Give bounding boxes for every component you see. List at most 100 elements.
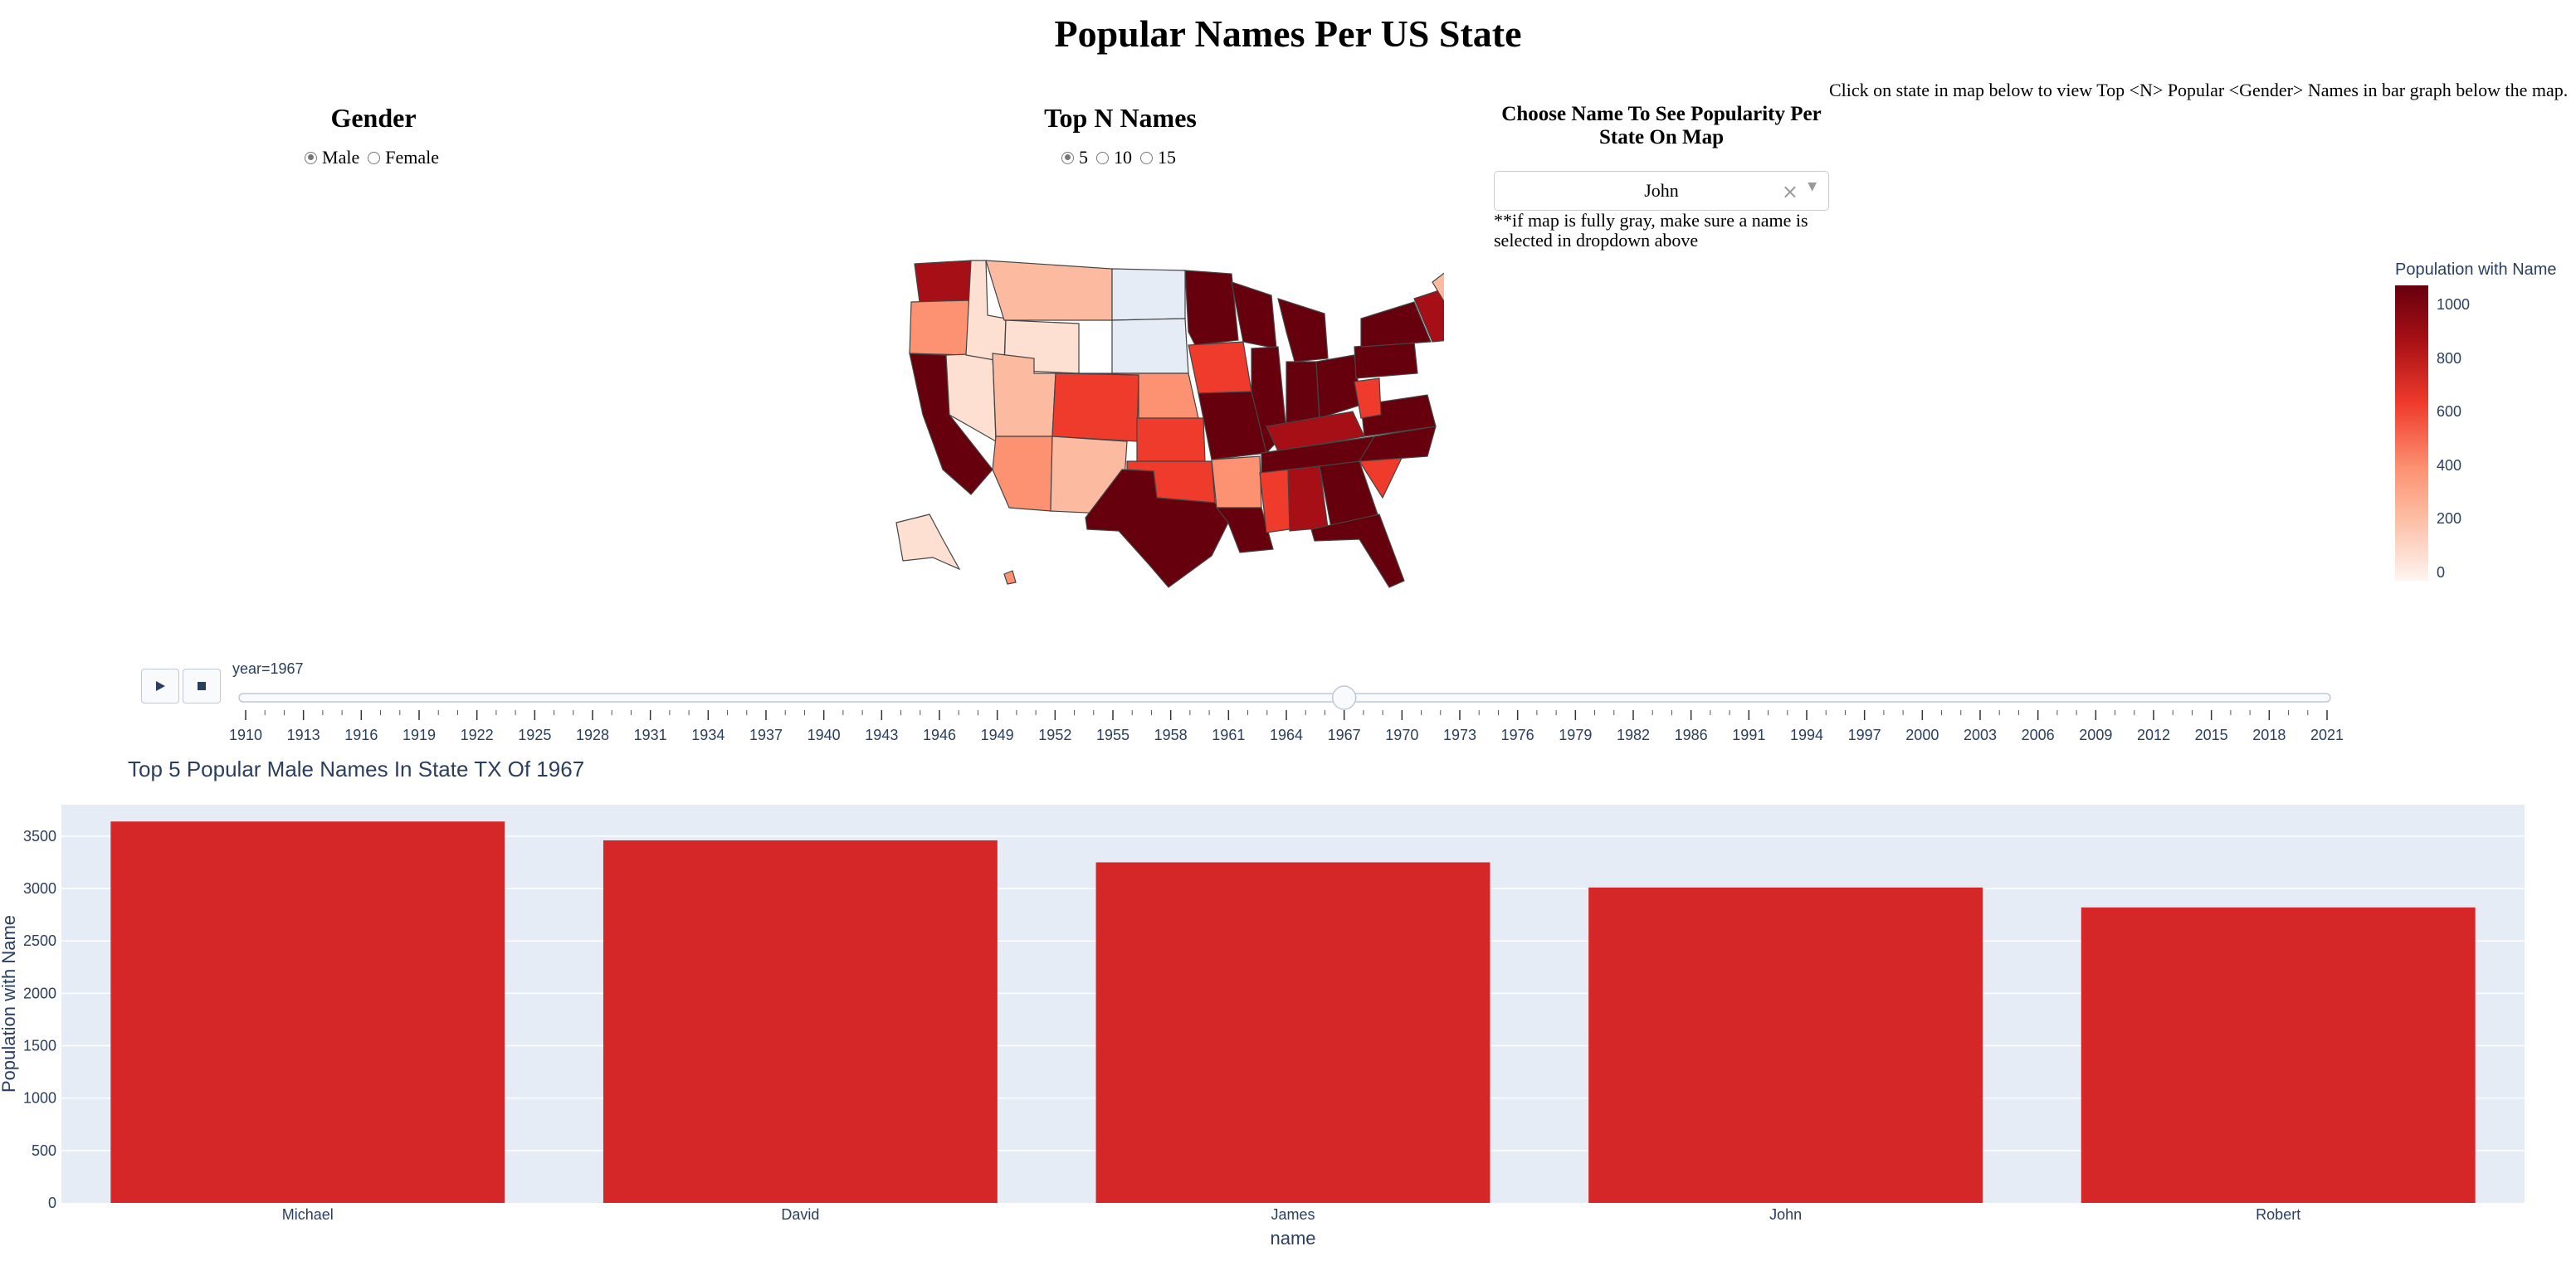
stop-icon: [198, 682, 206, 690]
slider-year-label: 2018: [2252, 727, 2286, 743]
gender-male-label[interactable]: Male: [322, 147, 360, 168]
state-co[interactable]: [1051, 372, 1139, 442]
topn-10-label[interactable]: 10: [1114, 147, 1132, 168]
chevron-down-icon[interactable]: ▼: [1808, 180, 1817, 193]
state-pa[interactable]: [1354, 341, 1418, 379]
slider-year-label: 1973: [1443, 727, 1476, 743]
topn-control: Top N Names 5 10 15: [996, 103, 1245, 168]
state-ks[interactable]: [1136, 417, 1206, 462]
slider-year-label: 1991: [1732, 727, 1765, 743]
state-mt[interactable]: [985, 260, 1113, 321]
x-axis-label: name: [1270, 1228, 1315, 1249]
bar-michael[interactable]: [110, 821, 505, 1203]
slider-year-label: 2021: [2310, 727, 2344, 743]
state-wa[interactable]: [914, 260, 972, 303]
topn-5-label[interactable]: 5: [1079, 147, 1088, 168]
slider-year-label: 2012: [2137, 727, 2170, 743]
slider-year-label: 1946: [923, 727, 956, 743]
map-gray-note: **if map is fully gray, make sure a name…: [1494, 210, 1808, 251]
gender-heading: Gender: [330, 103, 417, 133]
state-ny[interactable]: [1360, 301, 1432, 348]
year-slider[interactable]: 1910 1913 1916 1919 1922 1925 1928 1931 1934 1937…: [224, 682, 2349, 748]
topn-10-radio[interactable]: [1096, 151, 1109, 164]
state-hi[interactable]: [1003, 570, 1017, 585]
x-tick-label: John: [1769, 1206, 1802, 1223]
colorbar-title: Population with Name: [2395, 260, 2557, 279]
state-az[interactable]: [992, 436, 1053, 512]
bar-john[interactable]: [1588, 887, 1983, 1203]
slider-rail[interactable]: [238, 693, 2331, 703]
slider-year-label: 2009: [2079, 727, 2112, 743]
topn-heading: Top N Names: [1044, 103, 1197, 133]
state-ia[interactable]: [1188, 341, 1252, 394]
play-button[interactable]: [141, 669, 179, 704]
slider-year-label: 1928: [576, 727, 609, 743]
y-tick-label: 2000: [23, 985, 56, 1001]
state-ak[interactable]: [895, 514, 961, 571]
state-oh[interactable]: [1315, 354, 1362, 419]
slider-year-label: 1970: [1385, 727, 1418, 743]
x-tick-label: James: [1271, 1206, 1315, 1223]
topn-5-radio[interactable]: [1061, 151, 1074, 164]
state-la[interactable]: [1215, 507, 1274, 553]
x-tick-label: Robert: [2256, 1206, 2300, 1223]
slider-year-label: 2006: [2022, 727, 2055, 743]
y-tick-label: 1500: [23, 1038, 56, 1054]
gender-control: Gender Male Female: [249, 103, 498, 168]
state-ar[interactable]: [1211, 455, 1262, 509]
name-picker-heading: Choose Name To See Popularity Per State …: [1501, 103, 1822, 148]
y-tick-label: 2500: [23, 932, 56, 949]
state-wv[interactable]: [1354, 377, 1382, 419]
topn-15-label[interactable]: 15: [1158, 147, 1176, 168]
slider-year-label: 2003: [1964, 727, 1997, 743]
gender-female-label[interactable]: Female: [385, 147, 439, 168]
slider-year-label: 1967: [1328, 727, 1361, 743]
bar-james[interactable]: [1095, 862, 1490, 1203]
colorbar-gradient: [2395, 285, 2428, 581]
slider-year-label: 1940: [807, 727, 841, 743]
slider-year-label: 1952: [1038, 727, 1071, 743]
topn-radio-group: 5 10 15: [996, 147, 1245, 168]
y-axis-label: Population with Name: [0, 915, 19, 1093]
slider-year-label: 1937: [749, 727, 783, 743]
slider-year-label: 1934: [691, 727, 724, 743]
slider-year-label: 1916: [344, 727, 378, 743]
slider-year-label: 1949: [981, 727, 1014, 743]
slider-year-label: 1958: [1154, 727, 1188, 743]
state-mn[interactable]: [1184, 270, 1239, 346]
state-mi[interactable]: [1277, 298, 1329, 363]
state-or[interactable]: [909, 299, 970, 356]
slider-year-label: 1982: [1617, 727, 1650, 743]
bar-david[interactable]: [603, 840, 998, 1203]
gender-female-radio[interactable]: [368, 151, 381, 164]
slider-year-label: 1922: [461, 727, 494, 743]
stop-button[interactable]: [183, 669, 221, 704]
chart-title: Top 5 Popular Male Names In State TX Of …: [128, 757, 584, 781]
state-fl[interactable]: [1310, 514, 1405, 588]
slider-year-label: 2000: [1905, 727, 1939, 743]
gender-radio-group: Male Female: [249, 147, 498, 168]
slider-year-label: 2015: [2195, 727, 2228, 743]
y-tick-label: 0: [48, 1195, 56, 1211]
slider-handle[interactable]: [1331, 685, 1357, 710]
play-icon: [156, 681, 165, 691]
slider-year-label: 1919: [402, 727, 436, 743]
colorbar-tick-800: 800: [2437, 349, 2462, 367]
state-ne-states[interactable]: [1413, 288, 1444, 343]
colorbar-tick-600: 600: [2437, 403, 2462, 421]
bar-robert[interactable]: [2081, 907, 2476, 1203]
us-choropleth-map[interactable]: [863, 249, 1444, 597]
x-tick-label: David: [781, 1206, 819, 1223]
clear-icon[interactable]: ×: [1781, 180, 1798, 203]
state-me[interactable]: [1432, 265, 1444, 307]
slider-year-label: 1910: [229, 727, 262, 743]
gender-male-radio[interactable]: [305, 151, 318, 164]
x-tick-label: Michael: [282, 1206, 334, 1223]
state-nd[interactable]: [1111, 268, 1186, 321]
colorbar-tick-400: 400: [2437, 456, 2462, 474]
topn-15-radio[interactable]: [1140, 151, 1153, 164]
slider-year-label: 1986: [1675, 727, 1708, 743]
state-sd[interactable]: [1111, 318, 1189, 374]
name-dropdown[interactable]: John × ▼: [1494, 171, 1829, 211]
state-tx[interactable]: [1085, 469, 1229, 588]
